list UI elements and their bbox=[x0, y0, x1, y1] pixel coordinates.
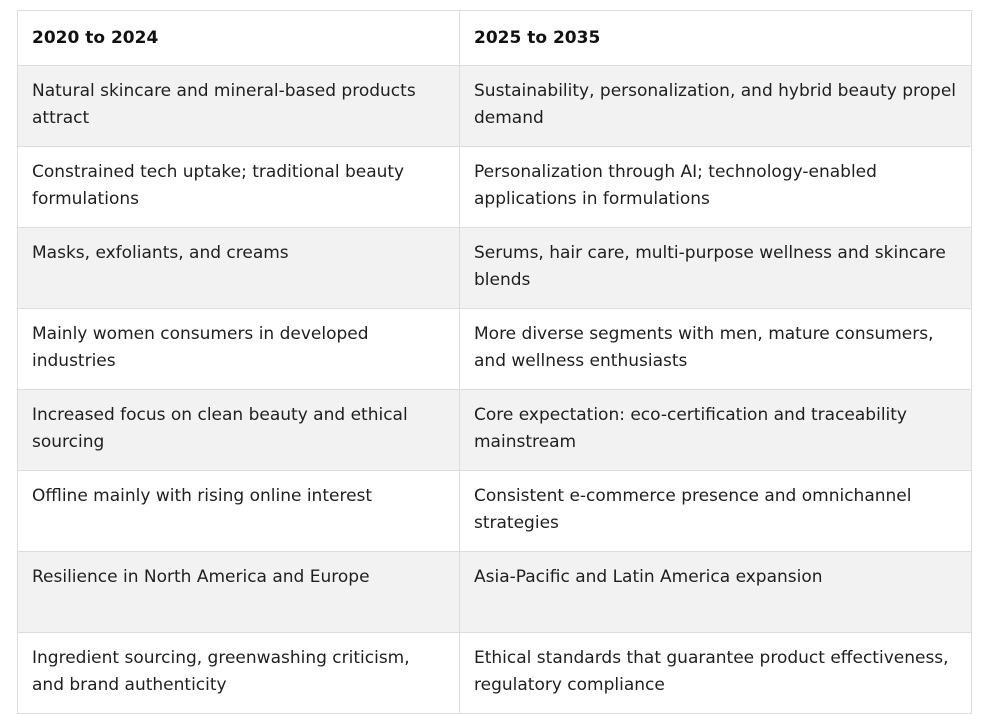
table-cell-2020-2024: Constrained tech uptake; traditional bea… bbox=[17, 146, 460, 228]
comparison-table: 2020 to 2024 2025 to 2035 Natural skinca… bbox=[17, 10, 972, 714]
table-row: Masks, exfoliants, and creams Serums, ha… bbox=[17, 227, 972, 309]
table-header-row: 2020 to 2024 2025 to 2035 bbox=[17, 10, 972, 66]
table-row: Natural skincare and mineral-based produ… bbox=[17, 65, 972, 147]
table-cell-2020-2024: Masks, exfoliants, and creams bbox=[17, 227, 460, 309]
table-cell-2025-2035: Consistent e-commerce presence and omnic… bbox=[459, 470, 972, 552]
table-cell-2020-2024: Offline mainly with rising online intere… bbox=[17, 470, 460, 552]
table-row: Increased focus on clean beauty and ethi… bbox=[17, 389, 972, 471]
table-cell-2020-2024: Ingredient sourcing, greenwashing critic… bbox=[17, 632, 460, 714]
table-cell-2020-2024: Increased focus on clean beauty and ethi… bbox=[17, 389, 460, 471]
table-row: Ingredient sourcing, greenwashing critic… bbox=[17, 632, 972, 714]
table-row: Resilience in North America and Europe A… bbox=[17, 551, 972, 633]
table-cell-2025-2035: Serums, hair care, multi-purpose wellnes… bbox=[459, 227, 972, 309]
table-row: Offline mainly with rising online intere… bbox=[17, 470, 972, 552]
table-row: Constrained tech uptake; traditional bea… bbox=[17, 146, 972, 228]
table-cell-2020-2024: Natural skincare and mineral-based produ… bbox=[17, 65, 460, 147]
table-cell-2025-2035: Asia-Pacific and Latin America expansion bbox=[459, 551, 972, 633]
table-row: Mainly women consumers in developed indu… bbox=[17, 308, 972, 390]
table-cell-2025-2035: Personalization through AI; technology-e… bbox=[459, 146, 972, 228]
table-cell-2025-2035: Ethical standards that guarantee product… bbox=[459, 632, 972, 714]
header-period-2020-2024: 2020 to 2024 bbox=[17, 10, 460, 66]
header-period-2025-2035: 2025 to 2035 bbox=[459, 10, 972, 66]
table-cell-2020-2024: Resilience in North America and Europe bbox=[17, 551, 460, 633]
table-cell-2020-2024: Mainly women consumers in developed indu… bbox=[17, 308, 460, 390]
table-cell-2025-2035: Sustainability, personalization, and hyb… bbox=[459, 65, 972, 147]
table-cell-2025-2035: Core expectation: eco-certification and … bbox=[459, 389, 972, 471]
table-cell-2025-2035: More diverse segments with men, mature c… bbox=[459, 308, 972, 390]
